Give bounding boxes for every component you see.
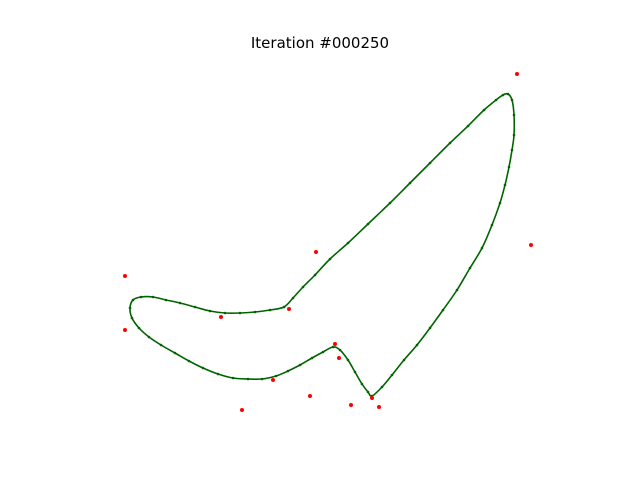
curve-node xyxy=(507,165,511,169)
target-point xyxy=(240,408,244,412)
curve-node xyxy=(286,369,290,373)
curve-node xyxy=(268,308,272,312)
curve-node xyxy=(291,296,295,300)
curve-node xyxy=(494,98,498,102)
target-point xyxy=(123,328,127,332)
target-point xyxy=(333,342,337,346)
curve-node xyxy=(468,266,472,270)
curve-node xyxy=(313,273,317,277)
curve-node xyxy=(408,181,412,185)
curve-node xyxy=(331,345,335,349)
curve-node xyxy=(380,385,384,389)
curve-node xyxy=(187,359,191,363)
curve-node xyxy=(510,98,514,102)
curve-node xyxy=(260,377,264,381)
target-point xyxy=(515,72,519,76)
curve-node xyxy=(282,305,286,309)
target-point xyxy=(123,274,127,278)
curve-node xyxy=(338,348,342,352)
target-point xyxy=(337,356,341,360)
curve-node xyxy=(310,356,314,360)
curve-node xyxy=(139,295,143,299)
curve-node xyxy=(388,201,392,205)
curve-node xyxy=(223,311,227,315)
curve-node xyxy=(321,350,325,354)
target-point xyxy=(314,250,318,254)
curve-node xyxy=(131,298,135,302)
curve-node xyxy=(415,343,419,347)
curve-node xyxy=(448,141,452,145)
curve-node xyxy=(441,308,445,312)
curve-node xyxy=(328,257,332,261)
curve-node xyxy=(428,161,432,165)
target-point xyxy=(287,307,291,311)
target-point xyxy=(370,396,374,400)
curve-node xyxy=(366,222,370,226)
curve-node xyxy=(178,301,182,305)
curve-node xyxy=(164,298,168,302)
curve-node xyxy=(231,376,235,380)
target-point xyxy=(308,394,312,398)
curve-node xyxy=(390,373,394,377)
curve-node xyxy=(503,183,507,187)
target-point xyxy=(349,403,353,407)
curve-node xyxy=(506,92,510,96)
curve-node xyxy=(466,124,470,128)
curve-node xyxy=(301,285,305,289)
curve-node xyxy=(151,295,155,299)
curve-node xyxy=(173,351,177,355)
curve-node xyxy=(253,310,257,314)
curve-node xyxy=(298,363,302,367)
curve-node xyxy=(130,316,134,320)
curve-node xyxy=(455,288,459,292)
curve-node xyxy=(274,374,278,378)
curve-node xyxy=(512,133,516,137)
curve-node xyxy=(246,377,250,381)
curve-node xyxy=(159,343,163,347)
curve-node xyxy=(512,113,516,117)
curve-node xyxy=(501,93,505,97)
target-point xyxy=(529,243,533,247)
curve-node xyxy=(201,366,205,370)
target-point xyxy=(219,315,223,319)
curve-node xyxy=(360,382,364,386)
curve-node xyxy=(482,108,486,112)
curve-node xyxy=(193,305,197,309)
curve-node xyxy=(402,358,406,362)
curve-node xyxy=(490,223,494,227)
curve-node xyxy=(428,326,432,330)
curve-node xyxy=(147,335,151,339)
chart-title: Iteration #000250 xyxy=(250,34,390,52)
curve-node xyxy=(510,148,514,152)
target-point xyxy=(377,405,381,409)
curve-node xyxy=(480,246,484,250)
curve-node xyxy=(498,201,502,205)
curve-node xyxy=(208,309,212,313)
curve-node xyxy=(346,241,350,245)
target-point xyxy=(271,378,275,382)
curve-node xyxy=(366,390,370,394)
curve-line xyxy=(129,92,516,397)
curve-node xyxy=(353,370,357,374)
curve-node xyxy=(137,326,141,330)
curve-node xyxy=(238,311,242,315)
curve-node xyxy=(346,358,350,362)
curve-node xyxy=(216,372,220,376)
curve-node xyxy=(128,306,132,310)
